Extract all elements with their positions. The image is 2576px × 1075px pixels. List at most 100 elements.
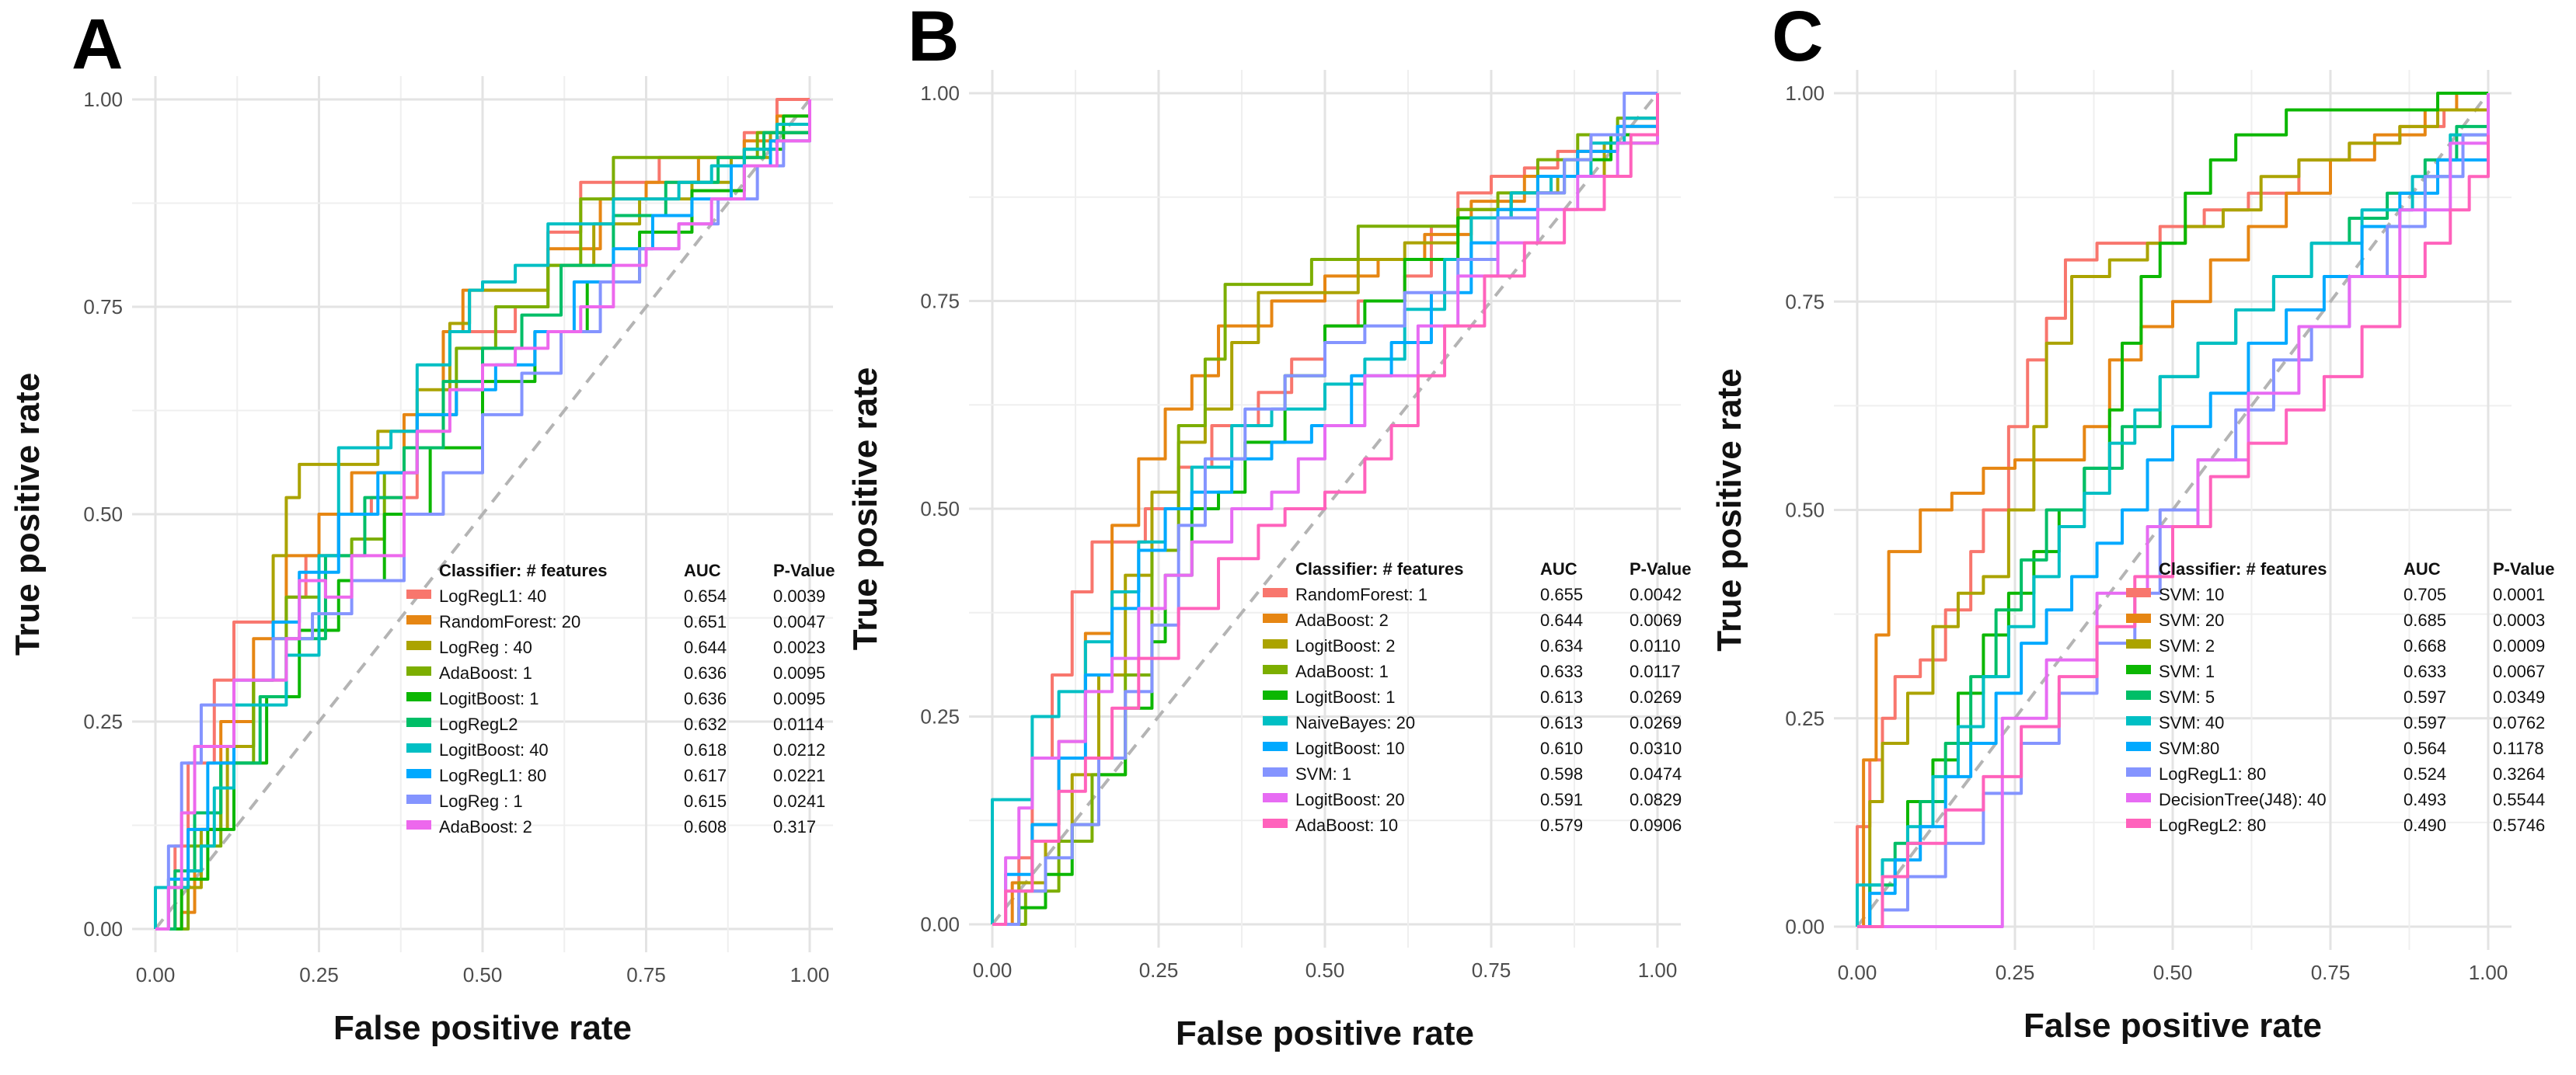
panel-b-legend-swatch xyxy=(1263,639,1288,649)
panel-a-legend-swatch xyxy=(406,743,431,753)
panel-b-legend-swatch xyxy=(1263,665,1288,674)
panel-a-legend-classifier: LogitBoost: 40 xyxy=(439,740,549,760)
panel-b-legend-classifier: LogitBoost: 10 xyxy=(1295,739,1405,758)
panel-a-roc-curve-10 xyxy=(155,99,811,931)
panel-a-legend-swatch xyxy=(406,641,431,650)
panel-a-legend-auc: 0.615 xyxy=(684,791,727,811)
panel-b-legend-auc: 0.634 xyxy=(1540,636,1583,656)
panel-c-legend-swatch xyxy=(2126,767,2151,777)
panel-a-legend-header-auc: AUC xyxy=(684,561,721,580)
panel-b: 0.00 0.00 0.25 0.25 0.50 0.50 0.75 0.75 1.00 1.00… xyxy=(846,0,1691,1052)
panel-c-legend-auc: 0.597 xyxy=(2403,687,2446,707)
panel-a-legend-classifier: LogRegL1: 80 xyxy=(439,766,546,785)
panel-c-x-tick-label: 0.25 xyxy=(1996,961,2035,984)
panel-a-roc-curve-8 xyxy=(155,99,811,931)
panel-b-roc-curve-1 xyxy=(992,93,1659,926)
panel-b-legend-auc: 0.591 xyxy=(1540,790,1583,809)
panel-b-x-axis-title: False positive rate xyxy=(1176,1014,1474,1052)
panel-c-legend-swatch xyxy=(2126,614,2151,623)
panel-b-legend-auc: 0.579 xyxy=(1540,816,1583,835)
panel-b-legend-header-auc: AUC xyxy=(1540,559,1577,579)
panel-c-legend-classifier: SVM: 5 xyxy=(2159,687,2215,707)
panel-b-legend-swatch xyxy=(1263,716,1288,725)
panel-b-legend: Classifier: # features AUC P-Value RandomFo… xyxy=(1263,559,1691,835)
panel-b-legend-header-classifier: Classifier: # features xyxy=(1295,559,1463,579)
panel-a-letter: A xyxy=(71,5,123,84)
panel-a-legend-swatch xyxy=(406,795,431,804)
panel-b-legend-classifier: AdaBoost: 1 xyxy=(1295,662,1389,681)
panel-a-legend-auc: 0.636 xyxy=(684,663,727,683)
panel-c-legend-swatch xyxy=(2126,665,2151,674)
panel-c-legend-auc: 0.524 xyxy=(2403,764,2446,784)
panel-b-legend-pvalue: 0.0069 xyxy=(1630,611,1682,630)
panel-c-legend: Classifier: # features AUC P-Value SVM: 10 0… xyxy=(2126,559,2554,835)
panel-b-x-tick-label: 0.25 xyxy=(1139,958,1179,982)
panel-b-legend-swatch xyxy=(1263,614,1288,623)
panel-b-legend-classifier: LogitBoost: 2 xyxy=(1295,636,1395,656)
panel-a-legend-auc: 0.636 xyxy=(684,689,727,708)
panel-a-y-axis-title: True positive rate xyxy=(9,373,47,656)
panel-b-legend-auc: 0.655 xyxy=(1540,585,1583,604)
panel-a-legend-auc: 0.618 xyxy=(684,740,727,760)
panel-c-legend-auc: 0.668 xyxy=(2403,636,2446,656)
panel-c-x-tick-label: 0.75 xyxy=(2311,961,2351,984)
panel-b-roc-curve-4 xyxy=(992,93,1659,926)
panel-a-roc-curve-7 xyxy=(154,99,811,929)
panel-a-legend-classifier: AdaBoost: 1 xyxy=(439,663,532,683)
panel-c-y-tick-label: 0.75 xyxy=(1785,290,1825,313)
panel-c-legend-swatch xyxy=(2126,716,2151,725)
panel-a-legend-auc: 0.632 xyxy=(684,715,727,734)
panel-a-legend-pvalue: 0.0212 xyxy=(773,740,825,760)
panel-c-legend-swatch xyxy=(2126,742,2151,751)
panel-a-legend-classifier: LogReg : 1 xyxy=(439,791,523,811)
panel-b-y-tick-label: 1.00 xyxy=(920,82,960,105)
panel-a-legend-header-pvalue: P-Value xyxy=(773,561,835,580)
panel-b-x-tick-label: 0.75 xyxy=(1472,958,1511,982)
panel-c-legend-classifier: SVM:80 xyxy=(2159,739,2219,758)
panel-b-legend-header-pvalue: P-Value xyxy=(1630,559,1691,579)
panel-c-legend-pvalue: 0.3264 xyxy=(2493,764,2545,784)
panel-a-legend-auc: 0.644 xyxy=(684,638,727,657)
panel-b-legend-classifier: LogitBoost: 1 xyxy=(1295,687,1395,707)
panel-c-x-tick-label: 1.00 xyxy=(2469,961,2508,984)
panel-b-legend-pvalue: 0.0117 xyxy=(1630,662,1681,681)
panel-a-legend-auc: 0.651 xyxy=(684,612,727,631)
panel-c-legend-pvalue: 0.5746 xyxy=(2493,816,2545,835)
panel-b-legend-auc: 0.633 xyxy=(1540,662,1583,681)
panel-a-legend-pvalue: 0.0095 xyxy=(773,689,825,708)
panel-c-legend-swatch xyxy=(2126,793,2151,802)
panel-b-x-tick-label: 1.00 xyxy=(1638,958,1678,982)
panel-a-roc-curve-1 xyxy=(155,98,810,931)
panel-b-legend-swatch xyxy=(1263,793,1288,802)
panel-c-legend-classifier: DecisionTree(J48): 40 xyxy=(2159,790,2327,809)
panel-a: 0.00 0.00 0.25 0.25 0.50 0.50 0.75 0.75 1.00 1.00… xyxy=(9,5,835,1047)
panel-b-legend-classifier: NaiveBayes: 20 xyxy=(1295,713,1415,732)
panel-a-legend-classifier: LogReg : 40 xyxy=(439,638,532,657)
panel-b-roc-curve-8 xyxy=(992,92,1657,926)
panel-b-letter: B xyxy=(908,0,959,76)
panel-c-letter: C xyxy=(1772,0,1823,76)
panel-a-legend: Classifier: # features AUC P-Value LogRegL1… xyxy=(406,561,835,837)
panel-c-legend-swatch xyxy=(2126,691,2151,700)
panel-b-legend-pvalue: 0.0269 xyxy=(1630,713,1682,732)
panel-c-x-tick-label: 0.00 xyxy=(1838,961,1877,984)
panel-c-legend-pvalue: 0.0009 xyxy=(2493,636,2545,656)
panel-c-legend-pvalue: 0.0349 xyxy=(2493,687,2545,707)
panel-c-legend-auc: 0.705 xyxy=(2403,585,2446,604)
panel-c-legend-swatch xyxy=(2126,639,2151,649)
panel-c-y-tick-label: 0.00 xyxy=(1785,915,1825,938)
panel-b-legend-pvalue: 0.0269 xyxy=(1630,687,1682,707)
panel-c-legend-pvalue: 0.0001 xyxy=(2493,585,2545,604)
panel-a-x-tick-label: 1.00 xyxy=(790,963,830,986)
panel-c-legend-classifier: LogRegL2: 80 xyxy=(2159,816,2266,835)
panel-b-legend-auc: 0.610 xyxy=(1540,739,1583,758)
panel-c-legend-auc: 0.633 xyxy=(2403,662,2446,681)
panel-b-legend-pvalue: 0.0110 xyxy=(1630,636,1681,656)
panel-c-legend-header-pvalue: P-Value xyxy=(2493,559,2554,579)
panel-a-legend-pvalue: 0.317 xyxy=(773,817,816,837)
panel-b-legend-pvalue: 0.0310 xyxy=(1630,739,1682,758)
panel-b-legend-swatch xyxy=(1263,767,1288,777)
panel-a-roc-curve-9 xyxy=(155,124,811,931)
panel-a-legend-pvalue: 0.0039 xyxy=(773,586,825,606)
panel-b-legend-pvalue: 0.0829 xyxy=(1630,790,1682,809)
